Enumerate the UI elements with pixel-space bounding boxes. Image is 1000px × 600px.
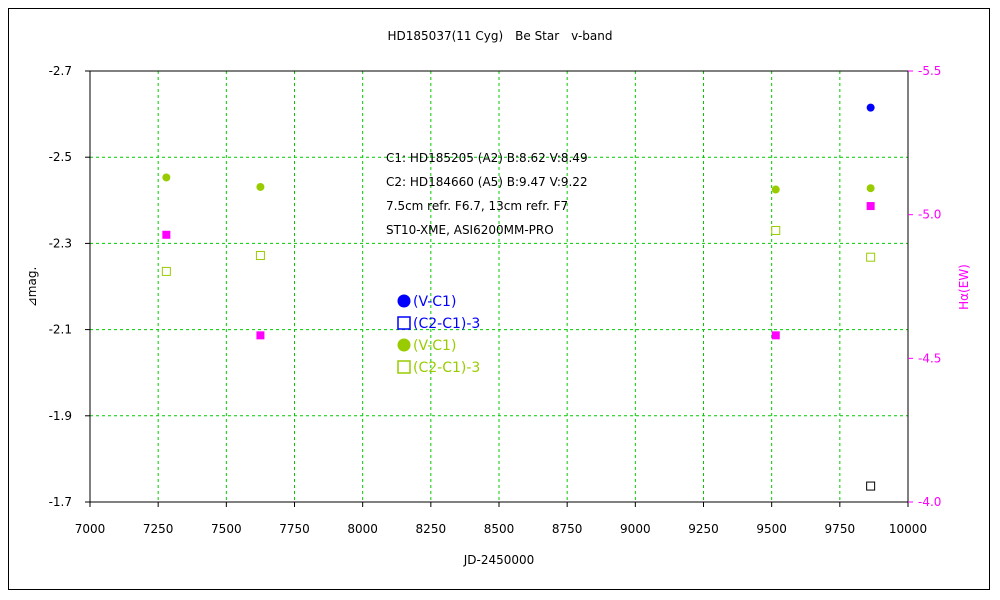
data-point bbox=[256, 182, 265, 191]
legend-label: (V-C1) bbox=[413, 294, 456, 310]
legend-marker-square bbox=[397, 316, 411, 330]
x-tick-label: 9000 bbox=[620, 522, 651, 536]
data-point bbox=[256, 331, 265, 340]
data-point bbox=[866, 202, 875, 211]
y-tick-label: -1.9 bbox=[49, 409, 72, 423]
y2-axis-label: Hα(EW) bbox=[957, 264, 971, 310]
data-point bbox=[771, 225, 781, 235]
x-tick-label: 10000 bbox=[889, 522, 927, 536]
legend-marker-square bbox=[397, 360, 411, 374]
x-tick-label: 7500 bbox=[211, 522, 242, 536]
x-axis-ticks: 7000 7250 7500 7750 8000 8250 8500 8750 9000 9250… bbox=[75, 502, 927, 536]
y2-tick-label: -5.0 bbox=[918, 208, 941, 222]
annotation-line: ST10-XME, ASI6200MM-PRO bbox=[386, 223, 554, 237]
x-tick-label: 8000 bbox=[347, 522, 378, 536]
grid bbox=[90, 71, 908, 502]
legend: (V-C1) (C2-C1)-3 (V-C1) (C2-C1)-3 bbox=[397, 294, 480, 376]
data-point bbox=[866, 481, 876, 491]
legend-label: (V-C1) bbox=[413, 338, 456, 354]
y2-tick-label: -5.5 bbox=[918, 64, 941, 78]
legend-marker-circle bbox=[397, 338, 411, 352]
x-tick-label: 9750 bbox=[825, 522, 856, 536]
y-tick-label: -2.5 bbox=[49, 150, 72, 164]
annotation-line: 7.5cm refr. F6.7, 13cm refr. F7 bbox=[386, 199, 568, 213]
x-tick-label: 8500 bbox=[484, 522, 515, 536]
x-tick-label: 7250 bbox=[143, 522, 174, 536]
x-tick-label: 9250 bbox=[688, 522, 719, 536]
x-tick-label: 8250 bbox=[416, 522, 447, 536]
data-point bbox=[771, 185, 780, 194]
data-point bbox=[255, 250, 265, 260]
data-point bbox=[866, 252, 876, 262]
legend-marker-circle bbox=[397, 294, 411, 308]
x-tick-label: 7000 bbox=[75, 522, 106, 536]
data-point bbox=[162, 230, 171, 239]
data-point bbox=[161, 266, 171, 276]
legend-label: (C2-C1)-3 bbox=[413, 316, 480, 332]
data-point bbox=[866, 103, 875, 112]
data-points bbox=[161, 103, 876, 491]
annotation-line: C1: HD185205 (A2) B:8.62 V:8.49 bbox=[386, 151, 588, 165]
data-point bbox=[162, 173, 171, 182]
y-tick-label: -1.7 bbox=[49, 495, 72, 509]
annotation-line: C2: HD184660 (A5) B:9.47 V:9.22 bbox=[386, 175, 588, 189]
y-tick-label: -2.7 bbox=[49, 64, 72, 78]
y2-tick-label: -4.5 bbox=[918, 351, 941, 365]
x-tick-label: 7750 bbox=[279, 522, 310, 536]
y-axis-ticks: -2.7 -2.5 -2.3 -2.1 -1.9 -1.7 bbox=[49, 64, 90, 509]
x-tick-label: 8750 bbox=[552, 522, 583, 536]
chart-title: HD185037(11 Cyg) Be Star v-band bbox=[388, 29, 613, 43]
y-axis-label: ⊿mag. bbox=[25, 267, 39, 308]
y2-tick-label: -4.0 bbox=[918, 495, 941, 509]
annotation-block: C1: HD185205 (A2) B:8.62 V:8.49 C2: HD184… bbox=[386, 151, 588, 237]
x-axis-label: JD-2450000 bbox=[463, 553, 535, 567]
data-point bbox=[866, 184, 875, 193]
y-tick-label: -2.1 bbox=[49, 323, 72, 337]
data-point bbox=[771, 331, 780, 340]
y-tick-label: -2.3 bbox=[49, 236, 72, 250]
y2-axis-ticks: -5.5 -5.0 -4.5 -4.0 bbox=[908, 64, 941, 509]
legend-label: (C2-C1)-3 bbox=[413, 360, 480, 376]
x-tick-label: 9500 bbox=[756, 522, 787, 536]
